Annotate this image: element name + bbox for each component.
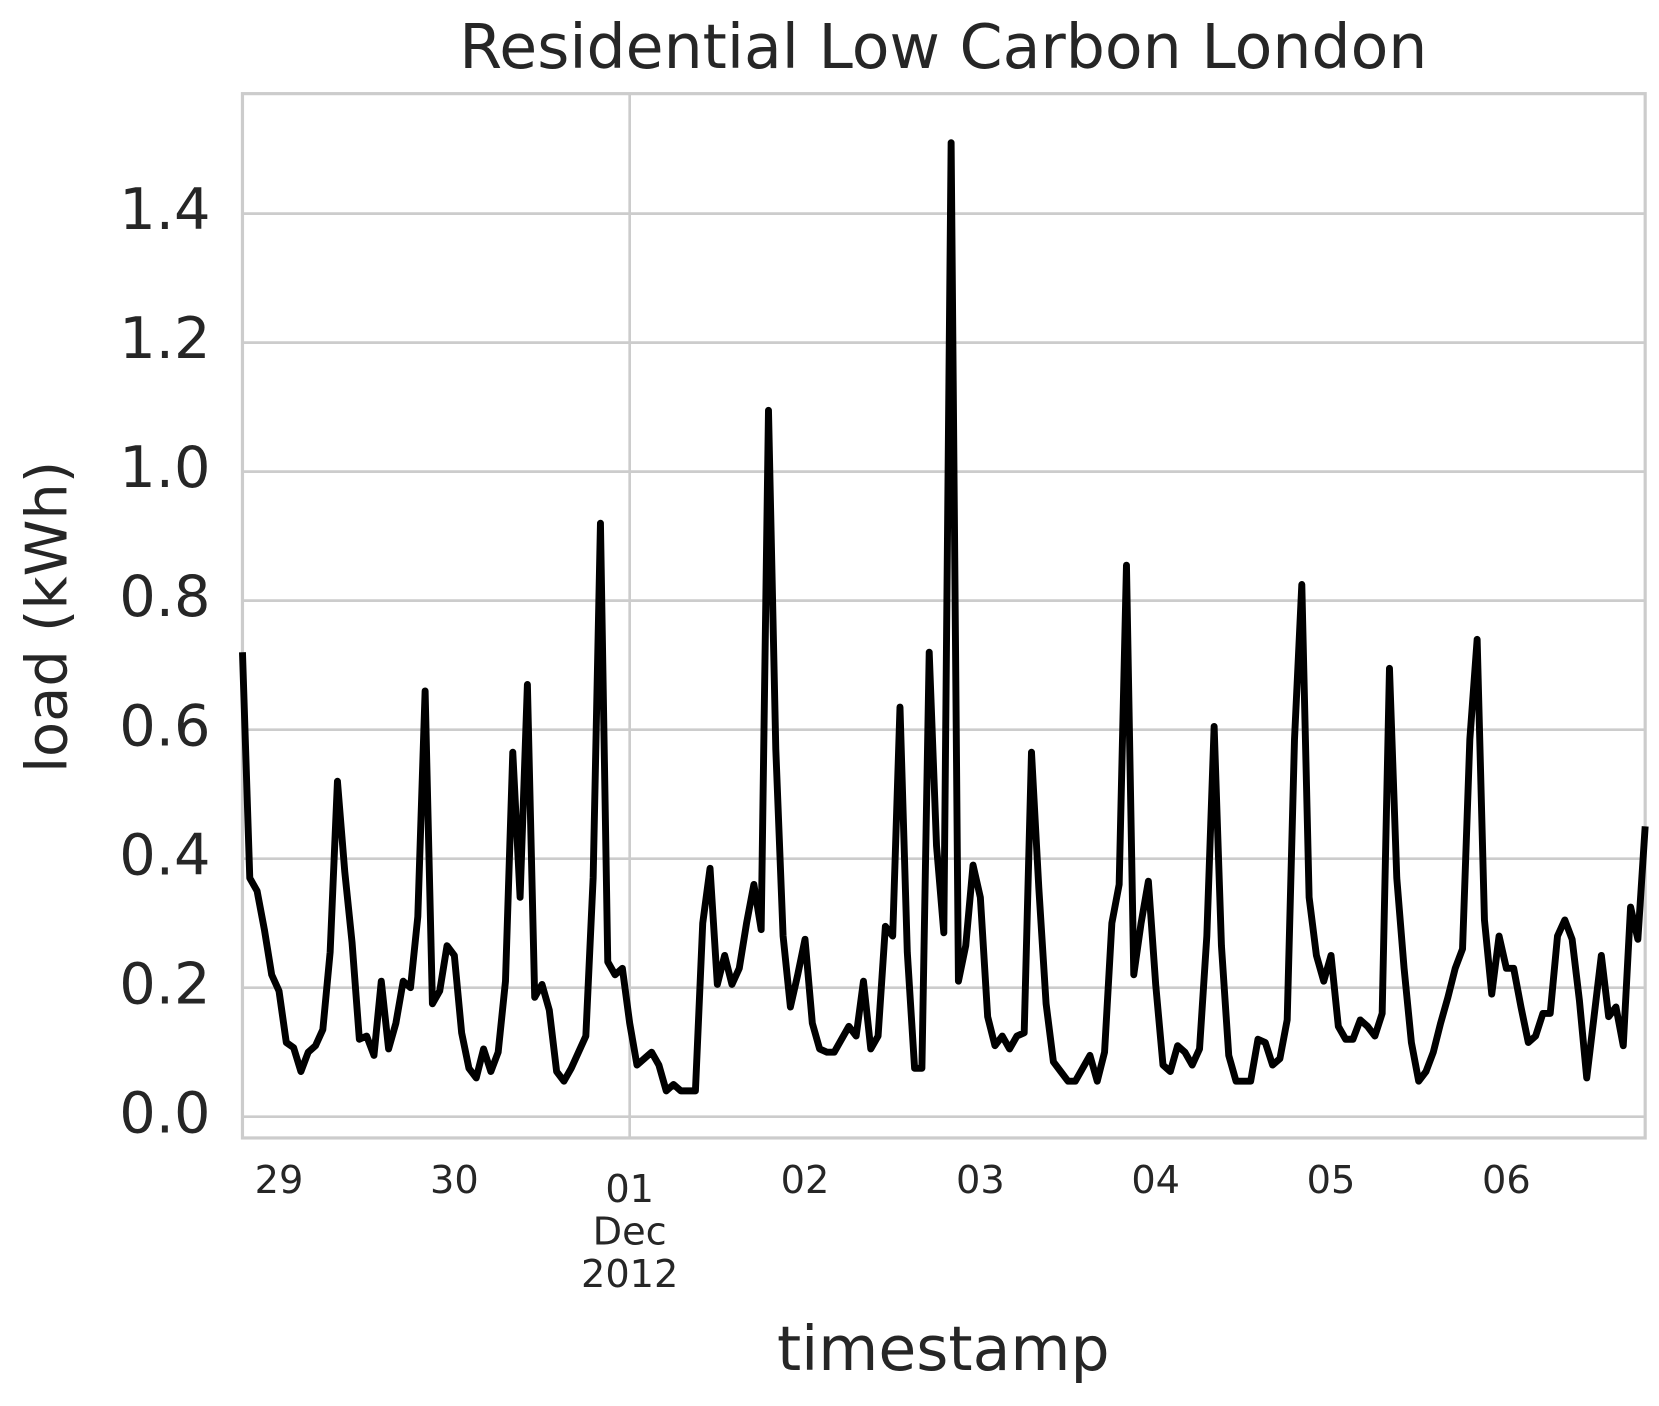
y-tick-label: 0.4	[119, 821, 210, 888]
y-tick-label: 0.8	[119, 563, 210, 630]
plot-frame	[240, 92, 1647, 1140]
x-tick-label: 03	[956, 1158, 1005, 1203]
x-tick-label-line: 2012	[581, 1252, 678, 1297]
y-tick-label: 0.6	[119, 692, 210, 759]
x-tick-label-line: Dec	[593, 1209, 667, 1254]
x-axis-label: timestamp	[777, 1313, 1110, 1385]
y-axis-label: load (kWh)	[14, 461, 81, 773]
chart-title: Residential Low Carbon London	[459, 11, 1427, 83]
y-tick-label: 1.0	[119, 434, 210, 501]
y-tick-label: 1.4	[119, 176, 210, 243]
y-tick-label: 1.2	[119, 305, 210, 372]
x-tick-label: 01 Dec 2012	[581, 1167, 678, 1297]
x-tick-label: 30	[430, 1158, 479, 1203]
y-tick-label: 0.0	[119, 1079, 210, 1146]
x-tick-label: 06	[1482, 1158, 1531, 1203]
x-tick-label: 29	[255, 1158, 304, 1203]
x-tick-label-line: 01	[605, 1167, 654, 1212]
x-tick-label: 04	[1131, 1158, 1180, 1203]
data-line	[239, 139, 1649, 1095]
y-tick-label: 0.2	[119, 950, 210, 1017]
x-tick-label: 05	[1307, 1158, 1356, 1203]
x-tick-label: 02	[781, 1158, 830, 1203]
